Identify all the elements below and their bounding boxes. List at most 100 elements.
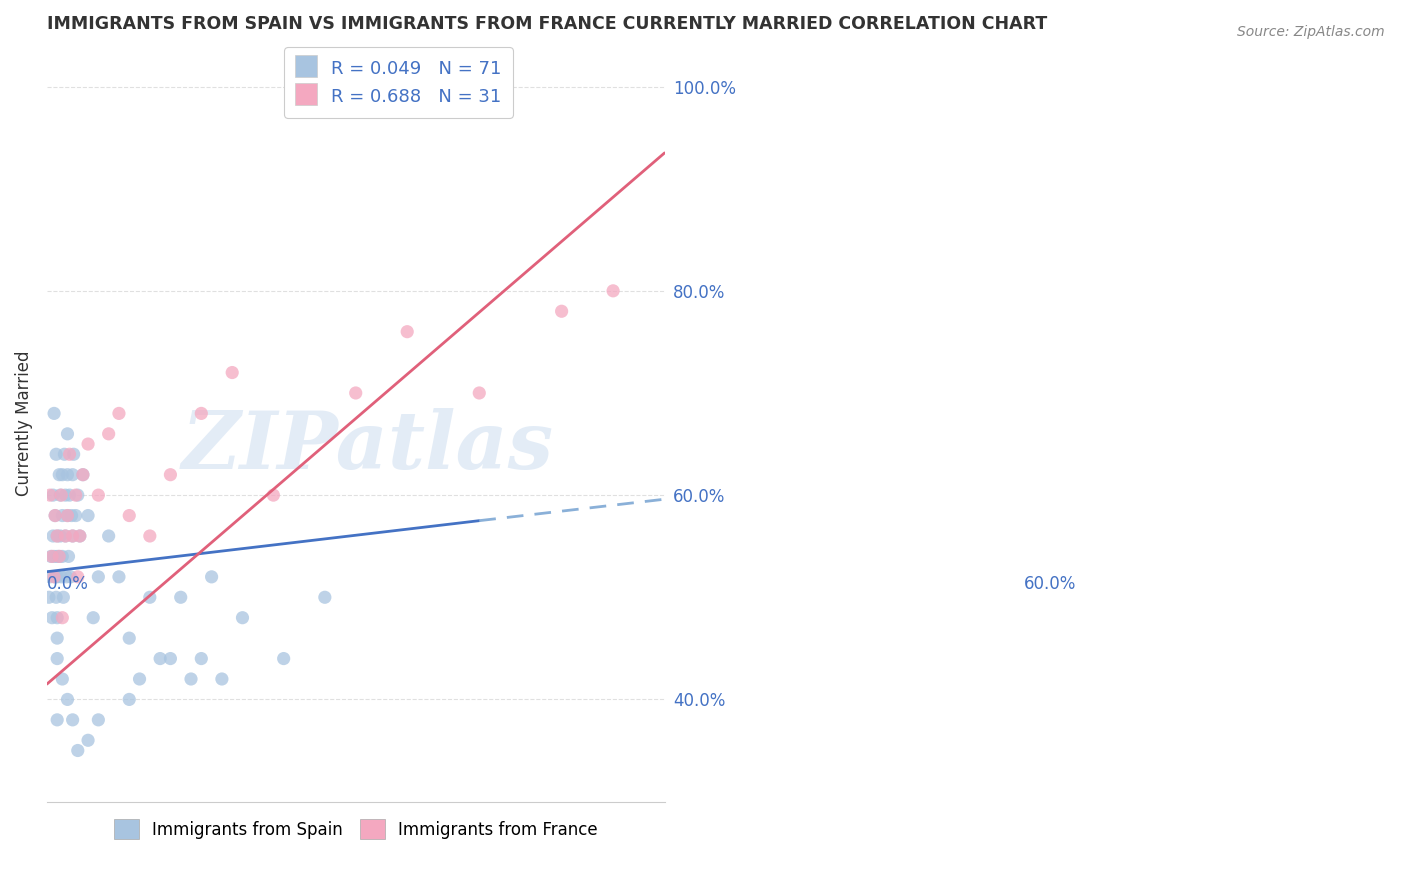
Point — [550, 304, 572, 318]
Point — [72, 467, 94, 482]
Point — [149, 651, 172, 665]
Point — [42, 549, 65, 564]
Point — [273, 651, 295, 665]
Point — [58, 549, 80, 564]
Point — [58, 447, 80, 461]
Point — [51, 508, 73, 523]
Point — [314, 591, 336, 605]
Point — [46, 529, 69, 543]
Point — [108, 570, 131, 584]
Point — [51, 610, 73, 624]
Point — [66, 570, 89, 584]
Point — [46, 549, 69, 564]
Point — [65, 488, 87, 502]
Point — [262, 488, 284, 502]
Point — [118, 692, 141, 706]
Point — [82, 610, 104, 624]
Point — [55, 529, 77, 543]
Text: 0.0%: 0.0% — [46, 574, 89, 593]
Point — [180, 672, 202, 686]
Point — [46, 529, 69, 543]
Point — [60, 508, 83, 523]
Point — [51, 549, 73, 564]
Point — [56, 467, 79, 482]
Point — [108, 406, 131, 420]
Point — [39, 488, 62, 502]
Point — [211, 672, 233, 686]
Point — [48, 467, 70, 482]
Text: ZIPatlas: ZIPatlas — [181, 408, 554, 485]
Point — [56, 692, 79, 706]
Point — [66, 743, 89, 757]
Point — [602, 284, 624, 298]
Point — [62, 447, 84, 461]
Point — [97, 529, 120, 543]
Point — [38, 591, 60, 605]
Point — [42, 488, 65, 502]
Text: Source: ZipAtlas.com: Source: ZipAtlas.com — [1237, 25, 1385, 39]
Point — [128, 672, 150, 686]
Point — [46, 570, 69, 584]
Point — [46, 713, 69, 727]
Point — [51, 570, 73, 584]
Point — [139, 529, 162, 543]
Point — [468, 386, 491, 401]
Point — [159, 651, 181, 665]
Point — [41, 610, 63, 624]
Point — [45, 447, 67, 461]
Point — [87, 570, 110, 584]
Point — [49, 529, 72, 543]
Legend: Immigrants from Spain, Immigrants from France: Immigrants from Spain, Immigrants from F… — [107, 813, 605, 847]
Point — [46, 631, 69, 645]
Point — [45, 591, 67, 605]
Text: 60.0%: 60.0% — [1024, 574, 1077, 593]
Point — [42, 406, 65, 420]
Point — [58, 488, 80, 502]
Point — [190, 651, 212, 665]
Point — [59, 570, 82, 584]
Point — [56, 508, 79, 523]
Point — [221, 366, 243, 380]
Point — [77, 437, 100, 451]
Point — [46, 651, 69, 665]
Point — [170, 591, 193, 605]
Point — [55, 529, 77, 543]
Point — [51, 467, 73, 482]
Point — [42, 570, 65, 584]
Point — [49, 488, 72, 502]
Point — [190, 406, 212, 420]
Point — [69, 529, 91, 543]
Point — [42, 529, 65, 543]
Point — [139, 591, 162, 605]
Point — [118, 631, 141, 645]
Point — [77, 508, 100, 523]
Point — [56, 508, 79, 523]
Point — [62, 467, 84, 482]
Point — [87, 488, 110, 502]
Point — [231, 610, 253, 624]
Point — [51, 672, 73, 686]
Point — [41, 549, 63, 564]
Text: IMMIGRANTS FROM SPAIN VS IMMIGRANTS FROM FRANCE CURRENTLY MARRIED CORRELATION CH: IMMIGRANTS FROM SPAIN VS IMMIGRANTS FROM… — [46, 15, 1047, 33]
Point — [62, 713, 84, 727]
Point — [48, 549, 70, 564]
Point — [46, 610, 69, 624]
Point — [87, 713, 110, 727]
Point — [65, 508, 87, 523]
Point — [66, 488, 89, 502]
Point — [55, 570, 77, 584]
Point — [344, 386, 367, 401]
Point — [118, 508, 141, 523]
Point — [53, 447, 76, 461]
Point — [55, 488, 77, 502]
Point — [51, 488, 73, 502]
Point — [77, 733, 100, 747]
Point — [52, 591, 75, 605]
Point — [69, 529, 91, 543]
Point — [44, 570, 66, 584]
Point — [48, 549, 70, 564]
Point — [396, 325, 419, 339]
Point — [62, 529, 84, 543]
Y-axis label: Currently Married: Currently Married — [15, 351, 32, 496]
Point — [62, 529, 84, 543]
